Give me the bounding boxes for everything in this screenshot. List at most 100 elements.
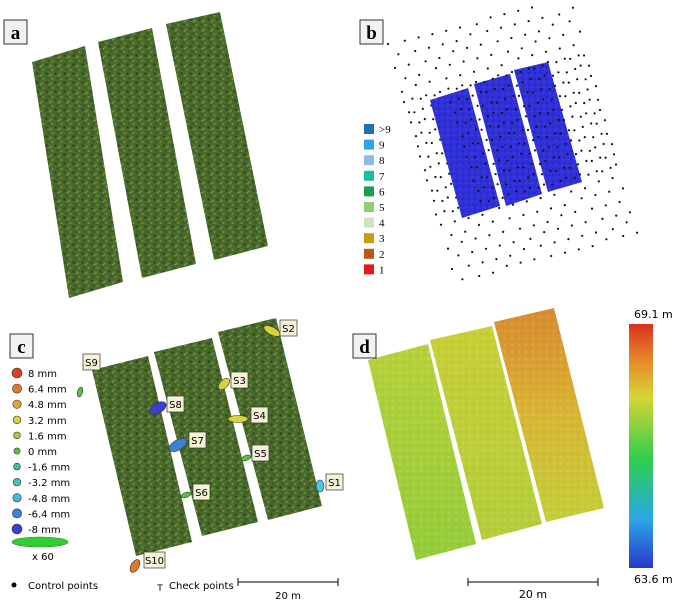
tie-point [580, 149, 583, 152]
tie-point [469, 33, 472, 36]
tie-point [578, 30, 582, 33]
overlap-legend-label: 1 [379, 264, 385, 276]
tie-point [529, 237, 532, 240]
tie-point [487, 200, 490, 203]
tie-point [548, 88, 551, 91]
tie-point [499, 135, 502, 138]
tie-point [595, 122, 598, 125]
tie-point [537, 186, 540, 189]
tie-point [536, 101, 539, 104]
tie-point [413, 111, 416, 114]
tie-point [448, 63, 451, 66]
check-point-s10: S10 [129, 551, 166, 573]
tie-point [592, 136, 595, 139]
point-label-box [251, 444, 270, 462]
tie-point [585, 112, 588, 115]
tie-point [514, 108, 517, 111]
check-point-s8: S8 [149, 395, 185, 415]
tie-point [484, 247, 488, 250]
tie-point [480, 176, 483, 179]
tie-point [420, 131, 423, 134]
tie-point [577, 248, 580, 251]
tie-point [529, 77, 532, 80]
point-label-box [143, 551, 166, 569]
point-label: S2 [282, 324, 295, 335]
tie-point [478, 118, 481, 121]
tie-point [461, 84, 464, 87]
error-legend-label: -3.2 mm [28, 478, 70, 489]
tie-point [509, 145, 512, 148]
overlap-legend-swatch [364, 248, 374, 259]
tie-point [496, 40, 499, 43]
tie-point [569, 139, 573, 142]
panel-d: 69.1 m 63.6 m 20 m d [352, 308, 673, 601]
panel-letter-box [359, 19, 384, 45]
tie-point [508, 169, 511, 172]
tie-point [451, 210, 454, 213]
point-label-box [325, 473, 344, 491]
tie-point [615, 214, 618, 217]
tie-point [449, 101, 452, 104]
tie-point [596, 98, 600, 101]
tie-point [414, 49, 417, 53]
tie-point [586, 88, 589, 91]
tie-point [491, 186, 494, 189]
tie-point [542, 149, 545, 152]
tie-point [581, 125, 584, 128]
tie-point [475, 166, 478, 169]
tie-point [475, 128, 478, 131]
tie-point [535, 125, 538, 128]
tie-point [594, 146, 597, 149]
error-legend-label: 8 mm [28, 369, 57, 380]
tie-point [517, 57, 520, 60]
point-label-box [192, 483, 211, 501]
tie-point [438, 56, 441, 60]
tie-point [551, 23, 554, 26]
tie-point [470, 118, 473, 121]
tie-point [533, 149, 537, 152]
check-point-s1: S1 [315, 473, 344, 493]
tie-point [621, 187, 625, 190]
tie-point [583, 136, 586, 139]
tie-point [497, 125, 500, 128]
tie-point [474, 237, 477, 240]
tie-point [546, 220, 549, 224]
tie-point [578, 91, 581, 94]
tie-point [421, 107, 424, 110]
tie-point [590, 207, 594, 210]
tie-point [574, 153, 578, 156]
colorbar-max-label: 69.1 m [634, 308, 673, 321]
tie-point [533, 67, 536, 70]
tie-point [465, 46, 469, 50]
tie-point [454, 111, 457, 114]
error-legend-label: 3.2 mm [28, 416, 67, 427]
panel-a: a [3, 12, 268, 298]
tie-point [490, 101, 493, 104]
tie-point [523, 190, 526, 193]
tie-point [423, 169, 427, 172]
tie-point [418, 73, 421, 76]
tie-point [501, 145, 504, 148]
check-points-label: Check points [169, 581, 234, 592]
tie-point [565, 71, 568, 74]
tie-point [542, 98, 545, 101]
error-legend-label: 1.6 mm [28, 431, 67, 442]
tie-point [524, 33, 527, 36]
error-ellipse [240, 454, 252, 462]
tie-point [453, 220, 456, 223]
tie-point [582, 54, 586, 57]
elevation-strip [430, 326, 542, 540]
tie-point [499, 26, 503, 29]
tie-point [590, 159, 593, 163]
tie-point [594, 193, 597, 197]
overlap-legend-label: 9 [379, 140, 385, 152]
tie-point [505, 74, 508, 77]
tie-point [478, 274, 481, 278]
tie-point [553, 241, 556, 244]
tie-point [511, 122, 514, 125]
tie-point [551, 183, 554, 186]
tie-point [511, 203, 515, 206]
tie-point [443, 210, 446, 213]
tie-point [567, 129, 571, 132]
tie-point [569, 57, 572, 60]
